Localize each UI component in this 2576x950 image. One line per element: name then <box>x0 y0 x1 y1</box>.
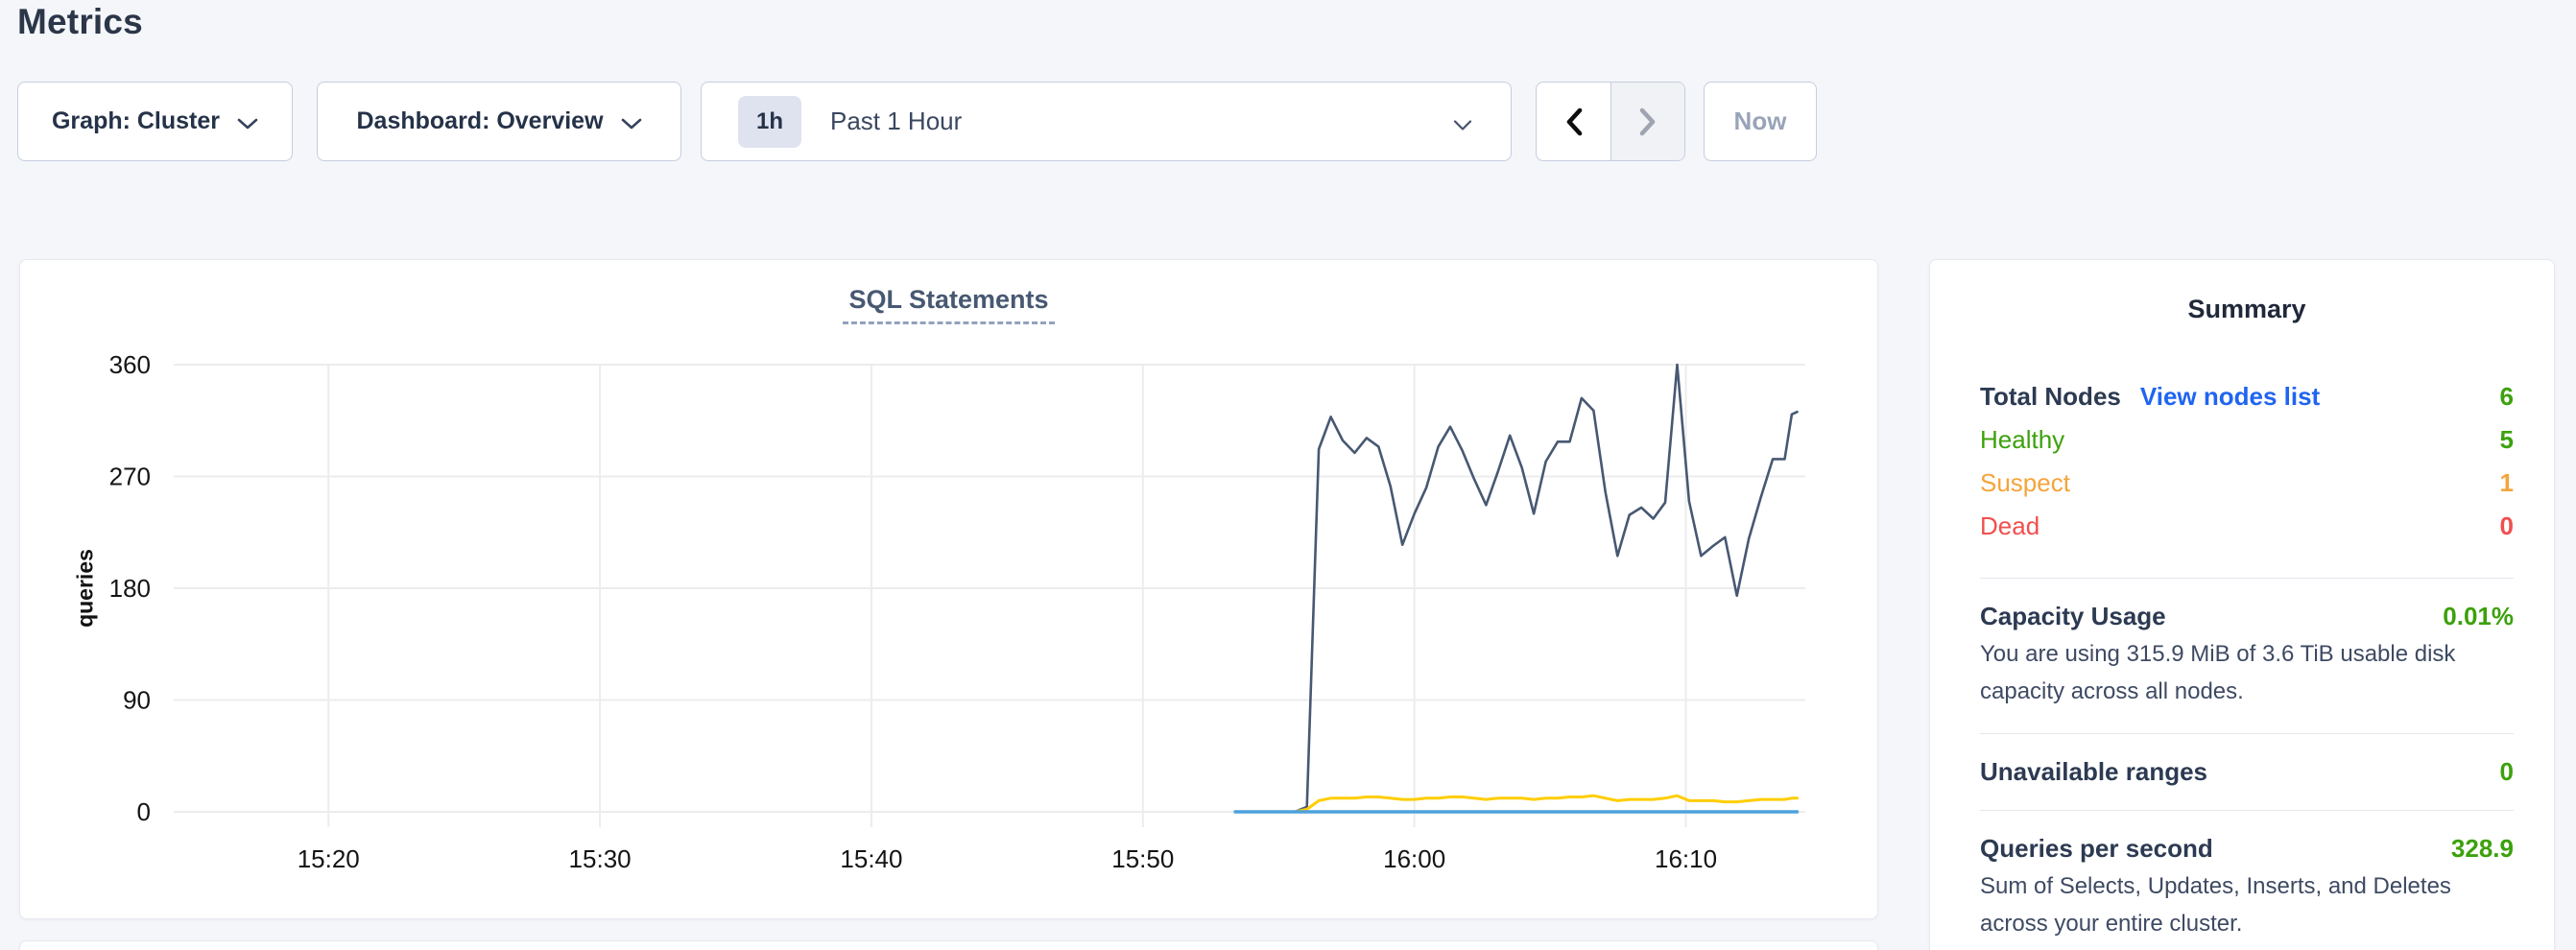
dead-label: Dead <box>1980 511 2040 540</box>
suspect-value: 1 <box>2499 468 2514 497</box>
now-button[interactable]: Now <box>1704 82 1817 161</box>
chart-title-wrap: SQL Statements <box>20 285 1877 324</box>
svg-text:15:50: 15:50 <box>1111 844 1174 873</box>
chevron-down-icon <box>1453 120 1472 131</box>
unavailable-ranges-label: Unavailable ranges <box>1980 757 2207 786</box>
capacity-usage-row: Capacity Usage 0.01% <box>1980 602 2514 631</box>
capacity-usage-label: Capacity Usage <box>1980 602 2166 630</box>
summary-panel: Summary Total Nodes View nodes list 6 He… <box>1929 259 2555 950</box>
sql-statements-chart-card: SQL Statements queries 15:20 15:30 15:40 15… <box>19 259 1878 919</box>
page-title: Metrics <box>17 2 143 41</box>
series-yellow <box>1233 794 1799 814</box>
capacity-usage-value: 0.01% <box>2443 602 2514 630</box>
total-nodes-label: Total Nodes <box>1980 382 2121 411</box>
svg-text:90: 90 <box>123 686 151 715</box>
chart-title[interactable]: SQL Statements <box>843 285 1055 324</box>
dead-value: 0 <box>2499 511 2514 540</box>
total-nodes-value: 6 <box>2499 382 2514 411</box>
suspect-label: Suspect <box>1980 468 2070 497</box>
total-nodes-row: Total Nodes View nodes list 6 <box>1980 382 2514 425</box>
svg-text:16:10: 16:10 <box>1655 844 1717 873</box>
chevron-right-icon <box>1639 107 1656 135</box>
capacity-usage-description: You are using 315.9 MiB of 3.6 TiB usabl… <box>1980 641 2456 704</box>
svg-text:15:30: 15:30 <box>569 844 632 873</box>
svg-text:16:00: 16:00 <box>1383 844 1445 873</box>
queries-per-second-value: 328.9 <box>2450 834 2514 863</box>
queries-per-second-description: Sum of Selects, Updates, Inserts, and De… <box>1980 873 2451 937</box>
divider <box>1980 810 2514 811</box>
divider <box>1980 733 2514 734</box>
graph-dropdown-label: Graph: Cluster <box>51 107 221 134</box>
dead-nodes-row: Dead 0 <box>1980 511 2514 555</box>
svg-text:0: 0 <box>137 797 151 826</box>
next-timespan-button[interactable] <box>1610 83 1684 160</box>
unavailable-ranges-value: 0 <box>2499 757 2514 786</box>
previous-timespan-button[interactable] <box>1537 83 1610 160</box>
chevron-left-icon <box>1566 107 1582 135</box>
chevron-down-icon <box>621 118 641 129</box>
series-navy <box>1233 363 1799 814</box>
time-range-dropdown[interactable]: 1h Past 1 Hour <box>701 82 1512 161</box>
healthy-nodes-row: Healthy 5 <box>1980 425 2514 468</box>
svg-text:15:40: 15:40 <box>840 844 902 873</box>
healthy-label: Healthy <box>1980 425 2065 454</box>
view-nodes-list-link[interactable]: View nodes list <box>2139 382 2321 411</box>
unavailable-ranges-row: Unavailable ranges 0 <box>1980 757 2514 787</box>
queries-per-second-label: Queries per second <box>1980 834 2213 863</box>
sql-statements-plot: 15:20 15:30 15:40 15:50 16:00 16:10 0 90 180 270 3… <box>109 350 1805 873</box>
dashboard-dropdown[interactable]: Dashboard: Overview <box>317 82 681 161</box>
queries-per-second-row: Queries per second 328.9 <box>1980 834 2514 864</box>
chevron-down-icon <box>237 118 258 129</box>
divider <box>1980 578 2514 579</box>
graph-dropdown[interactable]: Graph: Cluster <box>17 82 293 161</box>
time-range-badge: 1h <box>738 95 801 148</box>
svg-text:360: 360 <box>109 350 151 379</box>
dashboard-dropdown-label: Dashboard: Overview <box>356 107 604 134</box>
next-chart-card-edge <box>19 940 1878 950</box>
svg-text:180: 180 <box>109 574 151 603</box>
time-range-label: Past 1 Hour <box>830 107 963 135</box>
svg-text:15:20: 15:20 <box>298 844 360 873</box>
suspect-nodes-row: Suspect 1 <box>1980 468 2514 511</box>
time-step-buttons <box>1536 82 1685 161</box>
summary-title: Summary <box>2187 295 2306 323</box>
svg-text:270: 270 <box>109 463 151 491</box>
healthy-value: 5 <box>2499 425 2514 454</box>
